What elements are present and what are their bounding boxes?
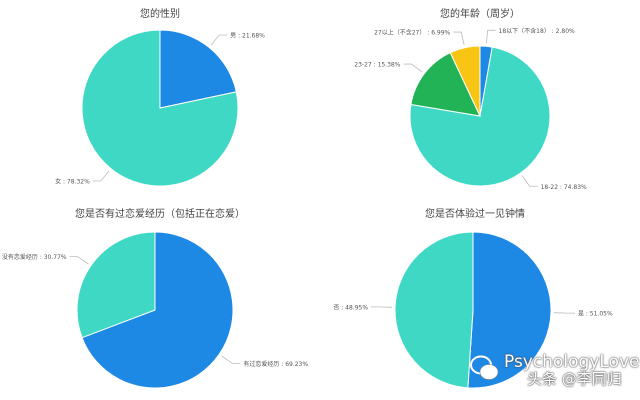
watermark-author: 头条 @李同归 <box>527 370 622 388</box>
slice-label: 27以上（不含27） : 6.99% <box>374 29 450 37</box>
pie-slice <box>410 51 481 117</box>
pie-slice <box>81 231 234 389</box>
slice-label: 没有恋爱经历 : 30.77% <box>2 253 67 261</box>
slice-label: 18以下（不含18） : 2.80% <box>499 27 575 35</box>
leader-line <box>92 170 110 182</box>
leader-line <box>210 34 228 46</box>
chart-title-age: 您的年龄（周岁） <box>440 9 520 20</box>
leader-line <box>453 31 465 45</box>
pie-slice <box>76 231 156 339</box>
chart-title-gender: 您的性别 <box>140 9 180 20</box>
pie-slice <box>467 231 552 389</box>
pie-slice <box>159 29 237 109</box>
wechat-icon <box>470 355 499 380</box>
slice-label: 有过恋爱经历 : 69.23% <box>243 360 308 368</box>
pie-slice <box>81 29 239 187</box>
watermark-text: PsychologyLove <box>504 352 640 372</box>
leader-line <box>221 355 241 364</box>
chart-title-love-experience: 您是否有过恋爱经历（包括正在恋爱） <box>75 209 245 220</box>
pie-slice <box>394 231 474 389</box>
leader-line <box>521 175 538 187</box>
slice-label: 23-27 : 15.38% <box>354 62 400 69</box>
slice-label: 男 : 21.68% <box>230 32 265 39</box>
leader-line <box>403 63 423 73</box>
pie-slice <box>409 46 551 187</box>
slice-label: 女 : 78.32% <box>55 178 90 186</box>
slice-label: 是 : 51.05% <box>578 311 613 318</box>
slice-label: 18-22 : 74.83% <box>541 184 587 191</box>
chart-title-love-at-first-sight: 您是否体验过一见钟情 <box>425 209 525 220</box>
pie-slice <box>449 45 481 117</box>
leader-line <box>486 29 496 44</box>
slice-label: 否 : 48.95% <box>333 304 368 311</box>
leader-line <box>69 256 89 265</box>
